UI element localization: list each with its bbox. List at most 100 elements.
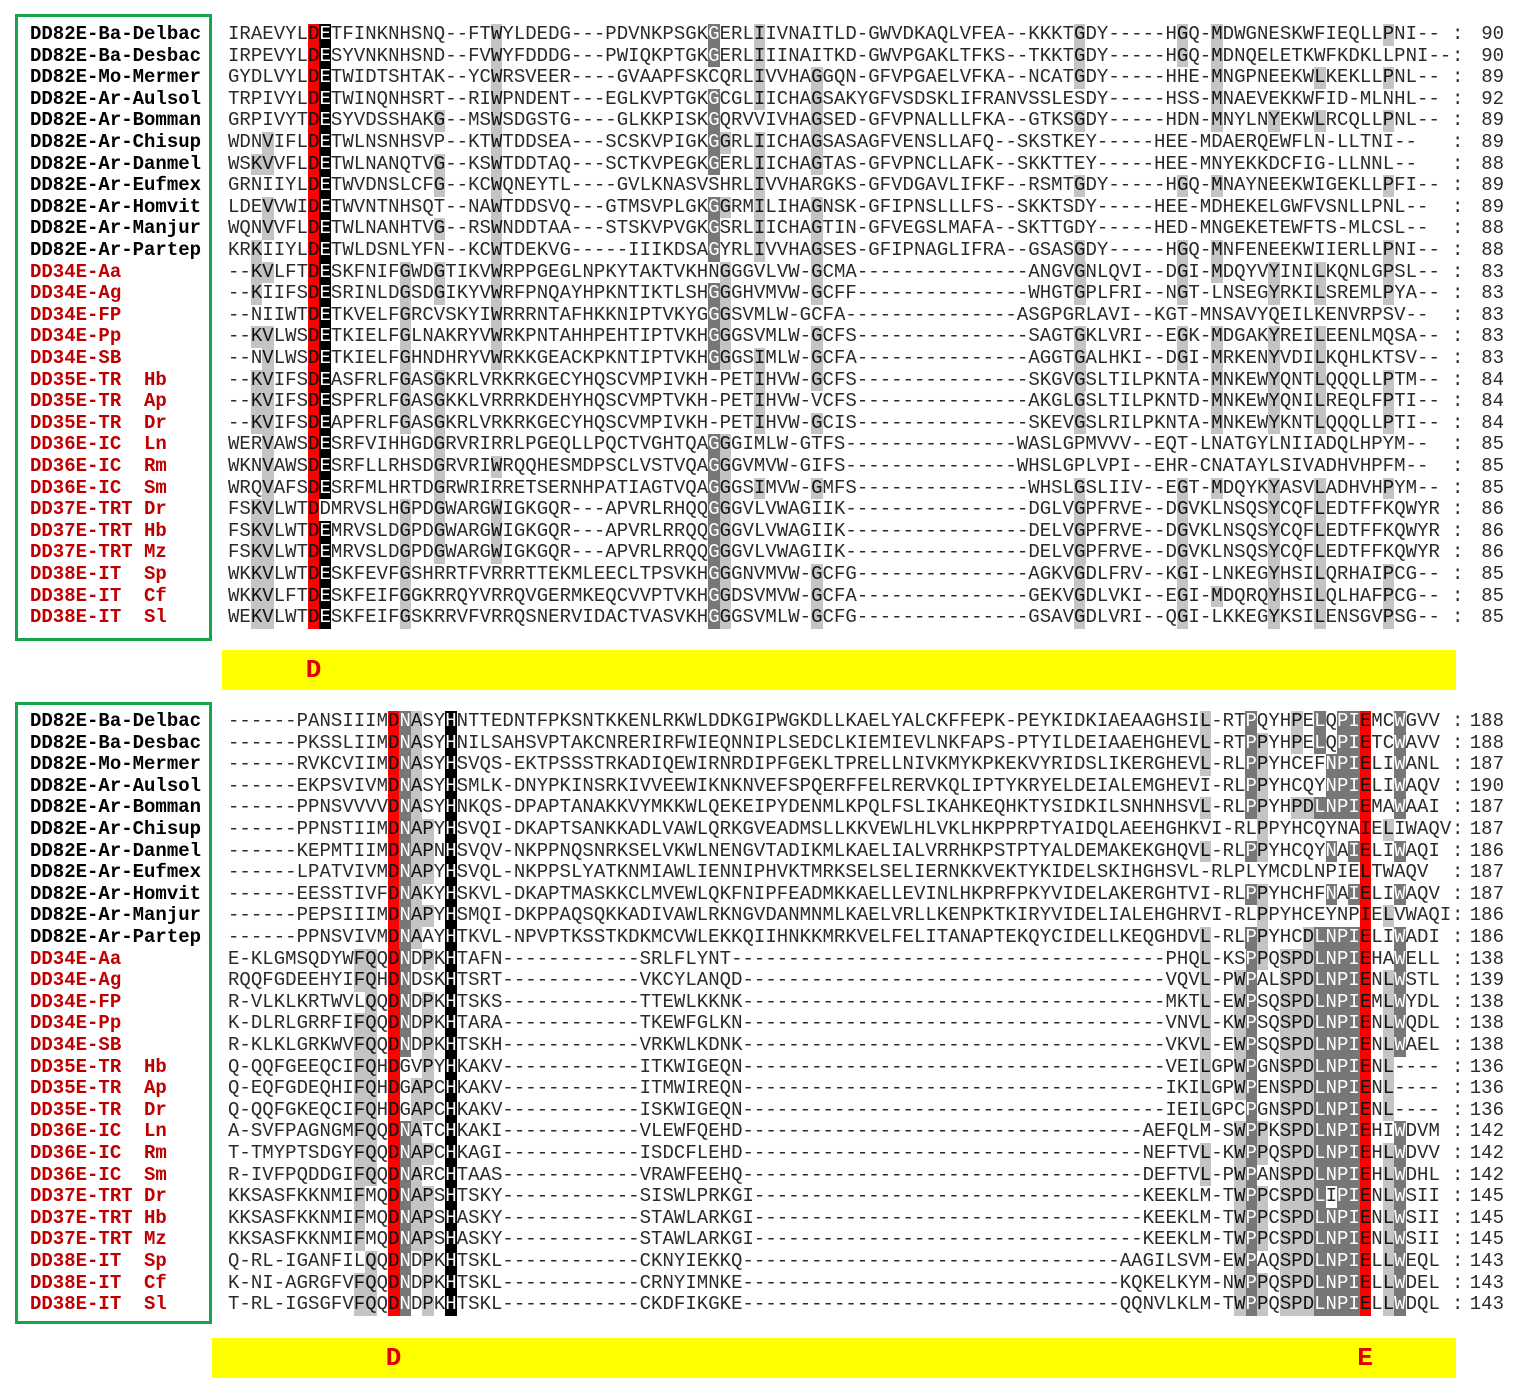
- residue-run: QRVVIVHA: [719, 109, 812, 132]
- residue-run: L: [1199, 710, 1212, 733]
- residue-run: L: [1382, 969, 1395, 992]
- separator: :: [1452, 818, 1464, 840]
- residue-run: FQ: [353, 1120, 377, 1143]
- residue-run: TSKY------------SISWLPRKGI--------------…: [456, 1185, 1235, 1208]
- sequence-name: DD38E-IT Cf: [30, 584, 167, 607]
- residue-run: N: [1371, 1098, 1383, 1121]
- residue-run: D: [388, 1055, 400, 1079]
- residue-run: FQ: [353, 1271, 377, 1295]
- sequence-name: DD82E-Ar-Chisup: [30, 131, 202, 153]
- residue-run: F: [353, 1228, 366, 1251]
- residue-run: AP: [410, 1228, 434, 1251]
- sequence: R-KLKLGRKWVFQQDNDPKHTSKH------------VRKW…: [228, 1034, 1440, 1057]
- residue-run: N: [399, 731, 411, 755]
- residue-run: RQQFGDEEHYI: [228, 969, 354, 992]
- residue-run: NKEW: [1222, 368, 1269, 391]
- sequence-name: DD35E-TR Dr: [30, 411, 167, 434]
- residue-run: V: [262, 347, 274, 370]
- residue-run: G: [1074, 606, 1086, 629]
- residue-run: ------RVKCVIIM: [228, 753, 389, 776]
- end-position: 86: [1481, 541, 1504, 564]
- sequence-name: DD37E-TRT Hb: [30, 1206, 167, 1229]
- residue-run: G: [708, 325, 720, 348]
- end-position: 187: [1469, 796, 1504, 819]
- residue-run: SMQI-DKPPAQSQKKADIVAWLRKNGVDANMNMLKAELVR…: [456, 904, 1257, 927]
- motif-bar: [222, 650, 1456, 690]
- residue-run: C: [1268, 1206, 1280, 1229]
- residue-run: ADHVH: [1325, 476, 1383, 499]
- residue-run: H: [376, 969, 389, 992]
- residue-run: G: [1074, 23, 1086, 46]
- residue-run: LNPI: [1314, 969, 1360, 992]
- residue-run: G: [1176, 239, 1189, 262]
- residue-run: N: [1371, 969, 1383, 992]
- residue-run: G: [1176, 563, 1189, 586]
- residue-run: W: [1394, 990, 1406, 1014]
- residue-run: TSKL------------CKDFIKGKE---------------…: [456, 1293, 1235, 1316]
- residue-run: N: [399, 1271, 411, 1295]
- residue-run: LNPI: [1314, 1120, 1360, 1143]
- residue-run: SED-GFVPNALLLFKA--GTKS: [822, 109, 1075, 132]
- residue-run: H: [445, 1163, 457, 1187]
- residue-run: I: [753, 23, 766, 46]
- residue-run: SRL: [719, 217, 754, 240]
- residue-run: AEL: [1405, 1034, 1440, 1056]
- residue-run: E: [319, 433, 331, 456]
- residue-run: SPD: [1279, 1012, 1315, 1035]
- residue-run: TDDTAQ---SCTKVPEGK: [502, 152, 709, 175]
- residue-run: KEKLL: [1325, 66, 1383, 89]
- end-position: 188: [1469, 731, 1504, 754]
- residue-run: G: [708, 563, 720, 586]
- residue-run: TFINKNHSNQ--FT: [330, 23, 491, 45]
- residue-run: KV: [250, 411, 274, 435]
- residue-run: GYDLVYL: [228, 66, 309, 89]
- sequence-name: DD38E-IT Sp: [30, 563, 167, 585]
- separator: :: [1452, 390, 1464, 413]
- residue-run: H: [445, 1271, 457, 1295]
- residue-run: D: [308, 260, 320, 284]
- residue-run: D: [410, 1012, 423, 1035]
- residue-run: FQ: [353, 1055, 377, 1079]
- residue-run: L: [1382, 1163, 1395, 1187]
- residue-run: T-LNSEG: [1188, 282, 1269, 305]
- residue-run: P: [1245, 882, 1257, 906]
- residue-run: D: [388, 1293, 400, 1316]
- residue-run: GGVLVW-: [731, 260, 812, 283]
- sequence: IRPEVYLDESYVNKNHSND--FVWYFDDDG---PWIQKPT…: [228, 45, 1451, 68]
- residue-run: W: [1234, 1250, 1246, 1273]
- residue-run: YHCEF: [1268, 753, 1326, 776]
- separator: :: [1452, 44, 1464, 67]
- residue-run: G: [708, 131, 720, 154]
- sequence-name: DD82E-Ar-Aulsol: [30, 87, 202, 110]
- residue-run: E: [319, 325, 331, 348]
- residue-run: V: [262, 455, 274, 478]
- residue-run: M: [1211, 260, 1223, 284]
- residue-run: AP: [410, 904, 434, 927]
- residue-run: DWGNESKWFIEQLL: [1222, 23, 1383, 45]
- residue-run: AAI: [1405, 796, 1440, 819]
- residue-run: D: [308, 541, 320, 564]
- end-position: 187: [1469, 753, 1504, 776]
- residue-run: TAFN------------SRLFLYNT----------------…: [456, 947, 1200, 970]
- end-position: 90: [1481, 23, 1504, 45]
- end-position: 186: [1469, 904, 1504, 927]
- residue-run: P: [1382, 411, 1395, 435]
- residue-run: D: [388, 1120, 400, 1143]
- residue-run: LI: [1371, 774, 1395, 797]
- residue-run: TWVDNSLCF: [330, 174, 434, 197]
- residue-run: G: [399, 606, 411, 629]
- residue-run: NTTEDNTFPKSNTKKENLRKWLDDKGIPWGKDLLKAELYA…: [456, 710, 1200, 732]
- separator: :: [1452, 347, 1464, 369]
- residue-run: SDGSTG----GLKKPISK: [502, 109, 709, 132]
- residue-run: L: [1314, 731, 1326, 755]
- end-position: 86: [1481, 519, 1504, 542]
- residue-run: E: [319, 390, 331, 413]
- residue-run: WDN: [228, 131, 263, 153]
- residue-run: D: [308, 476, 320, 500]
- residue-run: W: [1394, 1012, 1406, 1035]
- end-position: 142: [1469, 1142, 1504, 1164]
- sequence-name: DD34E-Pp: [30, 1012, 122, 1035]
- residue-run: P: [1382, 109, 1395, 132]
- residue-run: RKKGEACKPKNTIPTVKH: [502, 347, 709, 369]
